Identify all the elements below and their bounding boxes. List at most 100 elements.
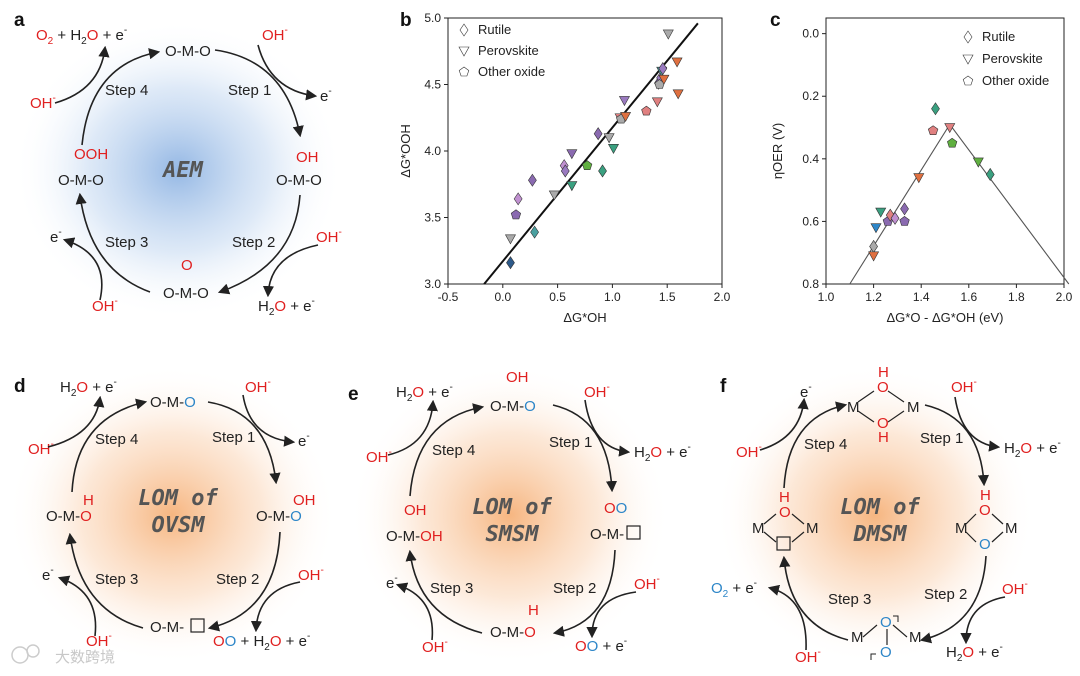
step4-label-d: Step 4 xyxy=(95,431,138,448)
product-h2o-e-step1-e: H2O + e- xyxy=(634,442,691,464)
reactant-oh-step3-e: OH- xyxy=(422,637,448,656)
c-ytick-label: 0.2 xyxy=(802,89,819,103)
h-left-d: H xyxy=(83,492,94,509)
panel-d: d LOM of OVSM H2O + e- O-M-O OH- Step 1 … xyxy=(7,365,337,665)
c-data-point-other xyxy=(927,125,939,135)
c-legend-marker-rutile xyxy=(963,30,973,44)
svg-text:H: H xyxy=(980,487,991,504)
panel-a: a AEM O2 + H2O + e- O-M-O OH- Step 1 e- … xyxy=(13,10,343,320)
electron-step1: e- xyxy=(320,86,332,105)
panel-label-c: c xyxy=(770,10,781,31)
product-h2o-e-step2: H2O + e- xyxy=(258,296,315,318)
center-title-ovsm-line1: LOM of xyxy=(138,486,218,511)
arrow-step1 xyxy=(214,49,304,138)
c-ytick-label: 0.6 xyxy=(802,214,819,228)
arrow-step2-branch xyxy=(262,244,319,298)
c-xtick-label: 1.8 xyxy=(1008,290,1025,304)
center-title-dmsm-line2: DMSM xyxy=(853,522,908,547)
b-fit-line xyxy=(483,22,699,285)
b-data-point-perovskite xyxy=(662,29,674,40)
b-data-point-perovskite xyxy=(671,57,683,68)
reactant-oh-step2-d: OH- xyxy=(298,565,324,584)
h-bottom-e: H xyxy=(528,602,539,619)
electron-step3-e: e- xyxy=(386,573,398,592)
b-legend-marker-rutile xyxy=(459,23,469,37)
b-data-point-rutile xyxy=(598,164,607,178)
reactant-oh-step4-e: OH- xyxy=(366,447,392,466)
species-top-omo: O-M-O xyxy=(165,43,211,60)
c-xlabel: ΔG*O - ΔG*OH (eV) xyxy=(886,310,1003,325)
c-legend-label: Rutile xyxy=(982,29,1015,44)
step1-label: Step 1 xyxy=(228,82,271,99)
step3-label-f: Step 3 xyxy=(828,591,871,608)
arrow-step4-branch-d xyxy=(47,395,105,448)
c-legend-label: Perovskite xyxy=(982,51,1043,66)
vacancy-square-icon xyxy=(190,618,205,633)
arrow-step3-f xyxy=(779,555,849,641)
c-data-point-perovskite xyxy=(875,207,887,218)
arrow-step1-d xyxy=(207,401,281,485)
arrow-step1-branch-e xyxy=(584,399,631,457)
c-xtick-label: 1.0 xyxy=(818,290,835,304)
center-title-dmsm-line1: LOM of xyxy=(840,495,920,520)
b-xtick-label: 0.0 xyxy=(494,290,511,304)
dmsm-glow xyxy=(715,365,1035,665)
arrow-step4 xyxy=(81,48,161,146)
b-data-point-perovskite xyxy=(504,234,516,245)
panel-b: b -0.5 0.0 0.5 1.0 1.5 2.0 3.0 3.5 4.0 4.5 5.0 ΔG*O… xyxy=(398,10,731,325)
oh-left-e: OH xyxy=(404,502,427,519)
svg-text:O: O xyxy=(877,379,889,396)
c-ylabel: ηOER (V) xyxy=(770,123,785,179)
c-data-point-rutile xyxy=(900,202,909,216)
ooh-left: OOH xyxy=(74,146,108,163)
svg-text:M: M xyxy=(806,520,819,537)
arrow-step2-d xyxy=(207,531,281,632)
panel-label-f: f xyxy=(720,376,727,397)
panel-f: f LOM of DMSM H O M M O H e- OH- Step 1 … xyxy=(711,364,1061,666)
svg-text:H: H xyxy=(779,489,790,506)
vacancy-square-icon-e xyxy=(626,525,641,540)
arrow-step4-d xyxy=(71,398,148,493)
vacancy-square-icon-f xyxy=(776,536,791,551)
c-data-point-perovskite xyxy=(870,223,882,234)
b-data-point-rutile xyxy=(658,61,668,76)
reactant-oh-step2: OH- xyxy=(316,227,342,246)
panel-label-d: d xyxy=(14,376,26,397)
b-ytick-label: 4.0 xyxy=(424,144,441,158)
c-xtick-label: 1.6 xyxy=(960,290,977,304)
oh-top-e: OH xyxy=(506,369,529,386)
b-ytick-label: 3.5 xyxy=(424,211,441,225)
svg-text:M: M xyxy=(847,399,860,416)
c-data-point-rutile xyxy=(890,211,900,225)
b-data-point-other xyxy=(510,209,522,220)
reactant-oh-step1-e: OH- xyxy=(584,382,610,401)
step1-label-d: Step 1 xyxy=(212,429,255,446)
step3-label: Step 3 xyxy=(105,234,148,251)
b-data-point-perovskite xyxy=(658,74,670,85)
svg-text:M: M xyxy=(955,520,968,537)
product-h2o-e-step4-e: H2O + e- xyxy=(396,382,453,404)
b-ytick-label: 4.5 xyxy=(424,78,441,92)
panel-c: c 1.0 1.2 1.4 1.6 1.8 2.0 0.0 0.2 0.4 0.6 0.8 ΔG*O … xyxy=(770,10,1073,325)
arrow-step3-branch-d xyxy=(57,575,97,637)
plot-c-area: 1.0 1.2 1.4 1.6 1.8 2.0 0.0 0.2 0.4 0.6 0.8 ΔG*O - … xyxy=(770,27,1073,325)
product-h2o-e-step1-f: H2O + e- xyxy=(1004,438,1061,460)
c-ytick-label: 0.0 xyxy=(802,27,819,41)
svg-text:M: M xyxy=(851,629,864,646)
arrow-step4-branch-e xyxy=(387,399,438,456)
arrow-step2-e xyxy=(552,549,616,637)
b-legend-marker-other xyxy=(458,66,470,77)
svg-text:H: H xyxy=(878,364,889,381)
arrow-step1-branch-d xyxy=(242,394,296,447)
b-data-point-rutile xyxy=(530,225,539,239)
smsm-glow xyxy=(350,365,670,665)
svg-text:M: M xyxy=(909,629,922,646)
species-bottom-f: O O M M xyxy=(851,614,922,661)
reactant-oh-step1: OH- xyxy=(262,25,288,44)
species-top-f: H O M M O H xyxy=(847,364,920,446)
oh-right-d: OH xyxy=(293,492,316,509)
species-left-omo: O-M-O xyxy=(58,172,104,189)
panel-label-e: e xyxy=(348,384,359,405)
reactant-oh-step1-f: OH- xyxy=(951,377,977,396)
step4-label: Step 4 xyxy=(105,82,148,99)
